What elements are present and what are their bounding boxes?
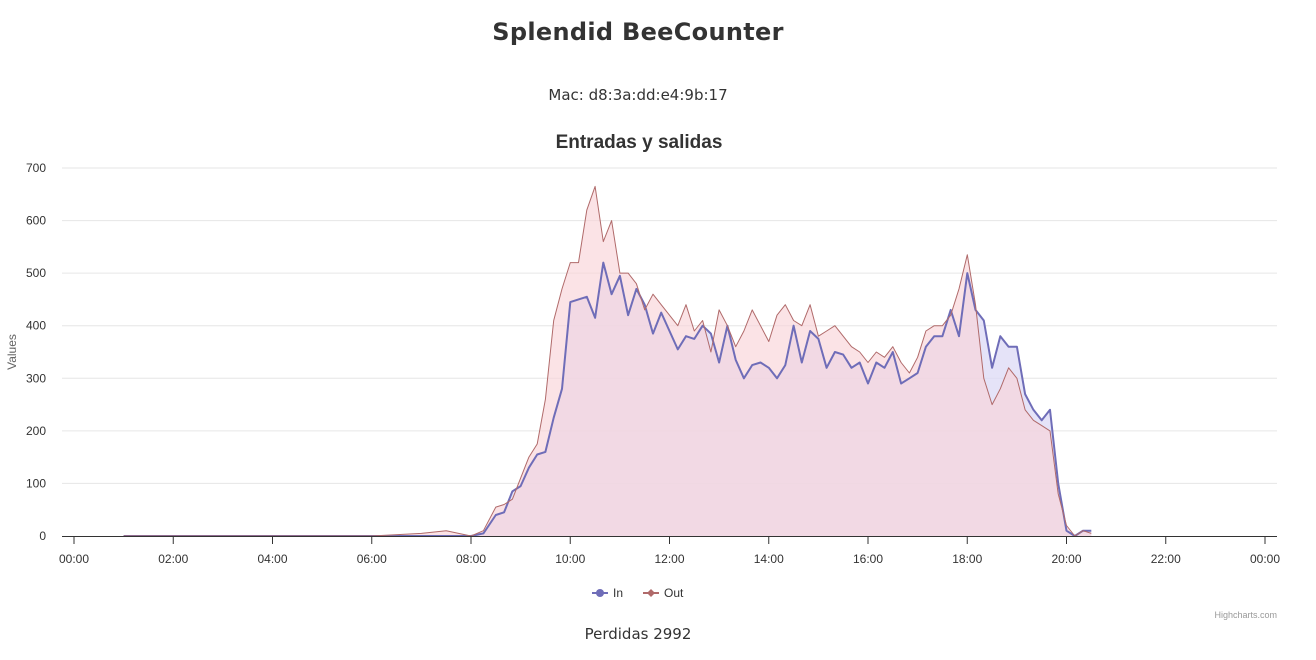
x-tick-label: 08:00 (456, 552, 486, 566)
x-tick-label: 14:00 (754, 552, 784, 566)
x-tick-label: 10:00 (555, 552, 585, 566)
legend-item-in[interactable]: In (592, 586, 623, 600)
x-tick-label: 00:00 (1250, 552, 1280, 566)
y-tick-label: 500 (26, 266, 46, 280)
legend-label[interactable]: In (613, 586, 623, 600)
y-axis-title: Values (5, 334, 19, 370)
x-tick-label: 00:00 (59, 552, 89, 566)
series-line-out[interactable] (123, 185, 1092, 537)
series-areas (123, 185, 1092, 537)
legend-circle-marker (596, 589, 604, 597)
highcharts-credits[interactable]: Highcharts.com (1214, 610, 1277, 620)
entries-exits-chart: Entradas y salidas Values 0 100 200 300 400 5… (5, 132, 1280, 620)
x-tick-label: 22:00 (1151, 552, 1181, 566)
x-tick-label: 18:00 (952, 552, 982, 566)
series-area-out (123, 186, 1092, 536)
x-tick-label: 12:00 (654, 552, 684, 566)
series-line-in[interactable] (123, 261, 1092, 537)
y-tick-label: 300 (26, 371, 46, 385)
losses-summary: Perdidas 2992 (584, 625, 692, 643)
x-tick-label: 16:00 (853, 552, 883, 566)
chart-title: Entradas y salidas (556, 132, 723, 153)
y-tick-label: 400 (26, 319, 46, 333)
y-tick-label: 700 (26, 161, 46, 175)
legend-diamond-marker (647, 589, 655, 597)
legend-label[interactable]: Out (664, 586, 684, 600)
y-tick-label: 0 (39, 529, 46, 543)
legend-item-out[interactable]: Out (643, 586, 684, 600)
x-tick-label: 02:00 (158, 552, 188, 566)
y-tick-label: 600 (26, 214, 46, 228)
y-tick-label: 200 (26, 424, 46, 438)
mac-address-label: Mac: d8:3a:dd:e4:9b:17 (548, 86, 728, 104)
y-tick-label: 100 (26, 476, 46, 490)
legend[interactable]: In Out (592, 586, 684, 600)
x-tick-label: 06:00 (357, 552, 387, 566)
x-tick-label: 20:00 (1051, 552, 1081, 566)
app-title: Splendid BeeCounter (492, 18, 784, 46)
x-tick-label: 04:00 (257, 552, 287, 566)
axes: 0 100 200 300 400 500 600 700 00:00 02:00 04:00 06:… (26, 161, 1280, 566)
